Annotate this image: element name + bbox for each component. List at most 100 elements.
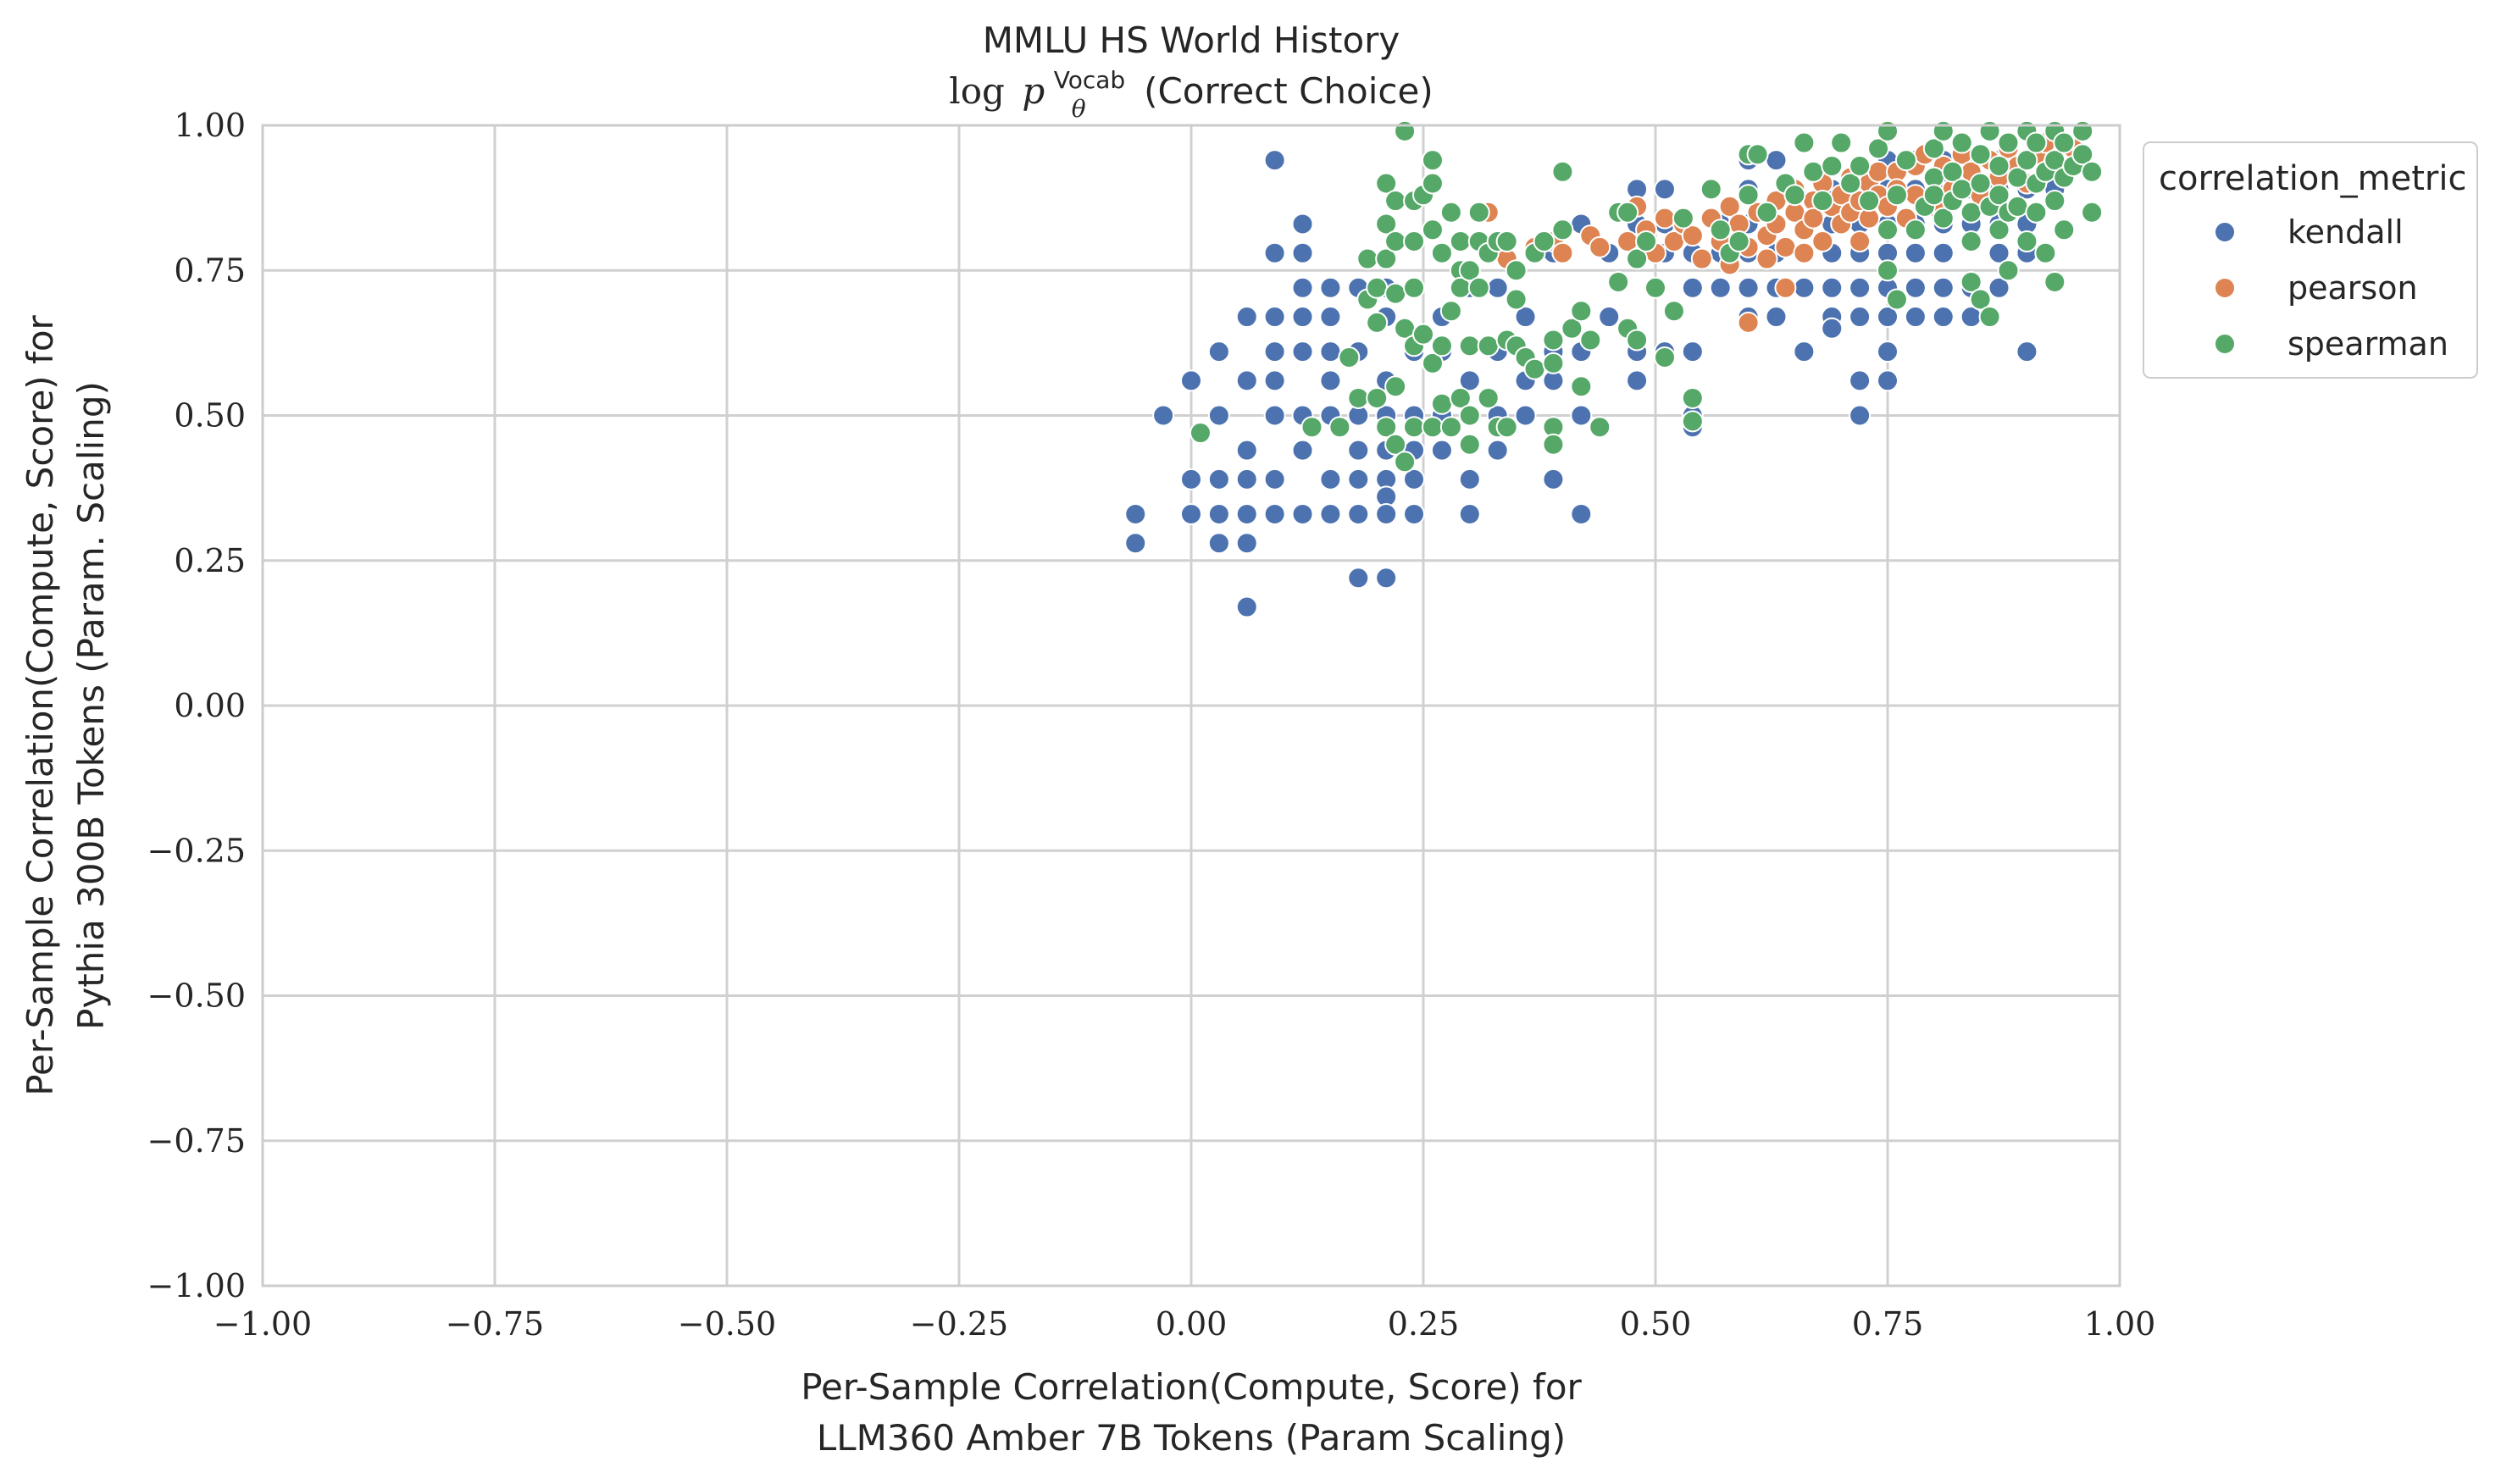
spearman-point (1366, 276, 1389, 299)
spearman-point (1570, 375, 1593, 398)
kendall-point (1347, 439, 1370, 462)
x-tick-label: 0.25 (1388, 1305, 1460, 1343)
spearman-point (1681, 386, 1704, 409)
y-tick-label: −0.25 (147, 832, 246, 869)
subtitle-theta: θ (1072, 95, 1086, 123)
spearman-point (1950, 131, 1973, 154)
x-tick-label: 1.00 (2084, 1305, 2156, 1343)
spearman-point (1626, 329, 1649, 352)
kendall-point (1291, 502, 1314, 525)
spearman-point (1579, 329, 1602, 352)
spearman-point (1421, 149, 1444, 172)
legend-marker-kendall (2214, 221, 2236, 243)
kendall-point (1319, 502, 1342, 525)
pearson-point (1774, 235, 1797, 258)
spearman-point (1505, 288, 1528, 311)
kendall-point (1626, 369, 1649, 392)
x-tick-labels: −1.00 −0.75 −0.50 −0.25 0.00 0.25 0.50 0.75 1.00 (214, 1305, 2156, 1343)
spearman-point (1421, 352, 1444, 374)
y-tick-label: 1.00 (174, 107, 246, 144)
kendall-point (1235, 439, 1258, 462)
kendall-point (1319, 276, 1342, 299)
x-tick-label: −0.75 (446, 1305, 544, 1343)
kendall-point (1653, 178, 1676, 201)
spearman-point (1858, 190, 1881, 213)
spearman-point (1700, 178, 1722, 201)
spearman-point (1737, 184, 1760, 207)
kendall-point (1403, 502, 1426, 525)
pearson-point (1867, 160, 1890, 183)
spearman-point (1467, 276, 1490, 299)
kendall-point (1904, 306, 1927, 329)
pearson-point (1653, 207, 1676, 230)
kendall-point (1263, 468, 1286, 490)
spearman-point (1384, 190, 1407, 213)
kendall-point (1235, 532, 1258, 555)
spearman-point (1477, 335, 1500, 357)
kendall-point (1458, 369, 1481, 392)
spearman-point (1551, 219, 1574, 241)
spearman-point (1932, 119, 1955, 142)
spearman-point (1403, 276, 1426, 299)
spearman-point (1449, 230, 1472, 252)
spearman-point (1375, 416, 1398, 439)
kendall-point (1877, 306, 1899, 329)
spearman-point (1849, 154, 1872, 177)
chart-subtitle: log p Vocab θ (Correct Choice) (949, 58, 1433, 125)
spearman-point (1384, 433, 1407, 456)
spearman-point (1542, 352, 1565, 374)
kendall-point (1988, 241, 2010, 264)
kendall-point (1375, 502, 1398, 525)
kendall-point (1681, 341, 1704, 363)
spearman-point (1523, 357, 1546, 380)
spearman-point (1561, 317, 1583, 340)
kendall-point (1932, 241, 1955, 264)
kendall-point (1152, 404, 1175, 427)
kendall-point (1124, 532, 1147, 555)
kendall-point (1681, 276, 1704, 299)
series-spearman (1189, 119, 2104, 473)
spearman-point (1421, 219, 1444, 241)
spearman-point (2081, 201, 2104, 224)
spearman-point (1644, 276, 1666, 299)
kendall-point (1207, 404, 1230, 427)
spearman-point (1430, 241, 1453, 264)
pearson-point (1774, 276, 1797, 299)
kendall-point (1347, 502, 1370, 525)
kendall-point (1291, 213, 1314, 235)
spearman-point (1877, 119, 1899, 142)
spearman-point (1932, 207, 1955, 230)
spearman-point (1375, 172, 1398, 195)
kendall-point (1737, 276, 1760, 299)
y-tick-label: 0.25 (174, 542, 246, 579)
spearman-point (1978, 119, 2001, 142)
spearman-point (2053, 131, 2076, 154)
spearman-point (1366, 386, 1389, 409)
x-tick-label: 0.50 (1620, 1305, 1692, 1343)
spearman-point (1458, 404, 1481, 427)
spearman-point (2044, 190, 2066, 213)
spearman-point (1607, 270, 1630, 293)
spearman-point (1755, 201, 1778, 224)
spearman-point (1347, 386, 1370, 409)
spearman-point (1662, 300, 1685, 323)
legend: correlation_metric kendall pearson spearma… (2143, 141, 2478, 379)
legend-marker-spearman (2214, 333, 2236, 355)
kendall-point (1263, 404, 1286, 427)
x-axis-label-line1: Per-Sample Correlation(Compute, Score) f… (801, 1366, 1582, 1408)
pearson-point (1589, 235, 1611, 258)
x-axis-label-line2: LLM360 Amber 7B Tokens (Param Scaling) (817, 1417, 1566, 1459)
spearman-point (1570, 300, 1593, 323)
kendall-point (1235, 595, 1258, 618)
x-tick-label: 0.00 (1156, 1305, 1228, 1343)
spearman-point (1709, 219, 1732, 241)
kendall-point (1180, 502, 1202, 525)
legend-items: kendall pearson spearman (2214, 213, 2448, 363)
spearman-point (1533, 230, 1556, 252)
legend-title: correlation_metric (2159, 159, 2466, 198)
y-tick-label: −1.00 (147, 1267, 246, 1304)
pearson-point (1718, 195, 1741, 218)
spearman-point (1988, 184, 2010, 207)
